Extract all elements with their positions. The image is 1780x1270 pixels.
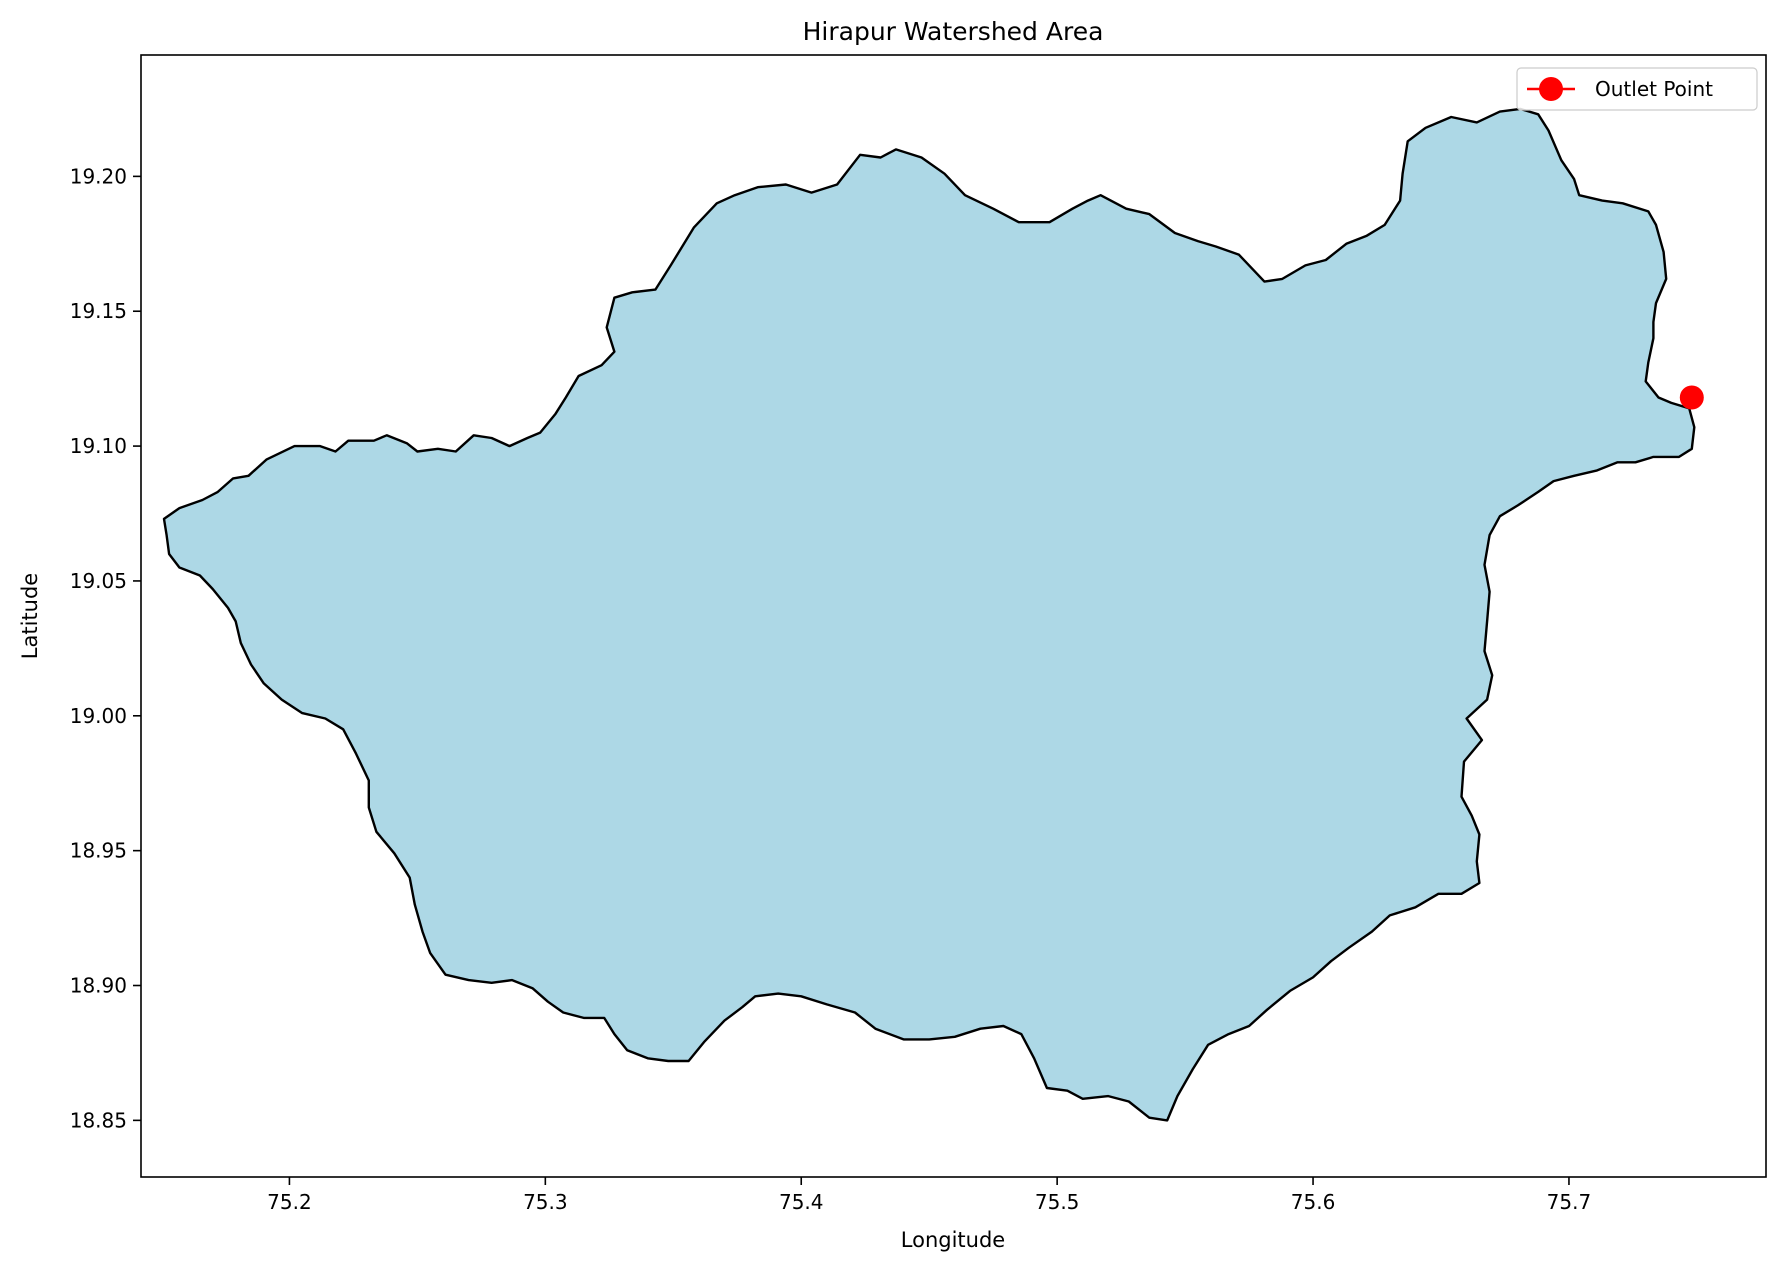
y-tick-label: 18.90 [70,974,127,998]
y-tick-label: 18.95 [70,839,127,863]
y-tick-label: 19.05 [70,569,127,593]
y-axis-ticks: 18.85 18.90 18.95 19.00 19.05 19.10 19.15 19.20 [70,164,141,1132]
x-tick-label: 75.3 [523,1190,568,1214]
x-tick-label: 75.2 [267,1190,312,1214]
axes-frame [140,54,1767,1178]
y-tick-label: 19.15 [70,299,127,323]
y-tick-label: 18.85 [70,1108,127,1132]
y-axis-title: Latitude [18,573,42,659]
y-tick-label: 19.20 [70,164,127,188]
y-tick-label: 19.00 [70,704,127,728]
legend-box [1516,67,1758,111]
x-axis-ticks: 75.2 75.3 75.4 75.5 75.6 75.7 [267,1177,1591,1214]
watershed-polygon [162,107,1696,1122]
x-tick-label: 75.5 [1035,1190,1080,1214]
y-tick-label: 19.10 [70,434,127,458]
legend-marker-swatch [1539,77,1563,101]
x-tick-label: 75.7 [1547,1190,1592,1214]
x-tick-label: 75.4 [779,1190,824,1214]
x-tick-label: 75.6 [1291,1190,1336,1214]
chart-title: Hirapur Watershed Area [803,17,1104,46]
plot-area [162,107,1704,1122]
legend: Outlet Point [1516,67,1758,111]
x-axis-title: Longitude [901,1228,1005,1252]
outlet-point-marker [1679,385,1704,410]
legend-label-outlet-point: Outlet Point [1595,77,1713,101]
